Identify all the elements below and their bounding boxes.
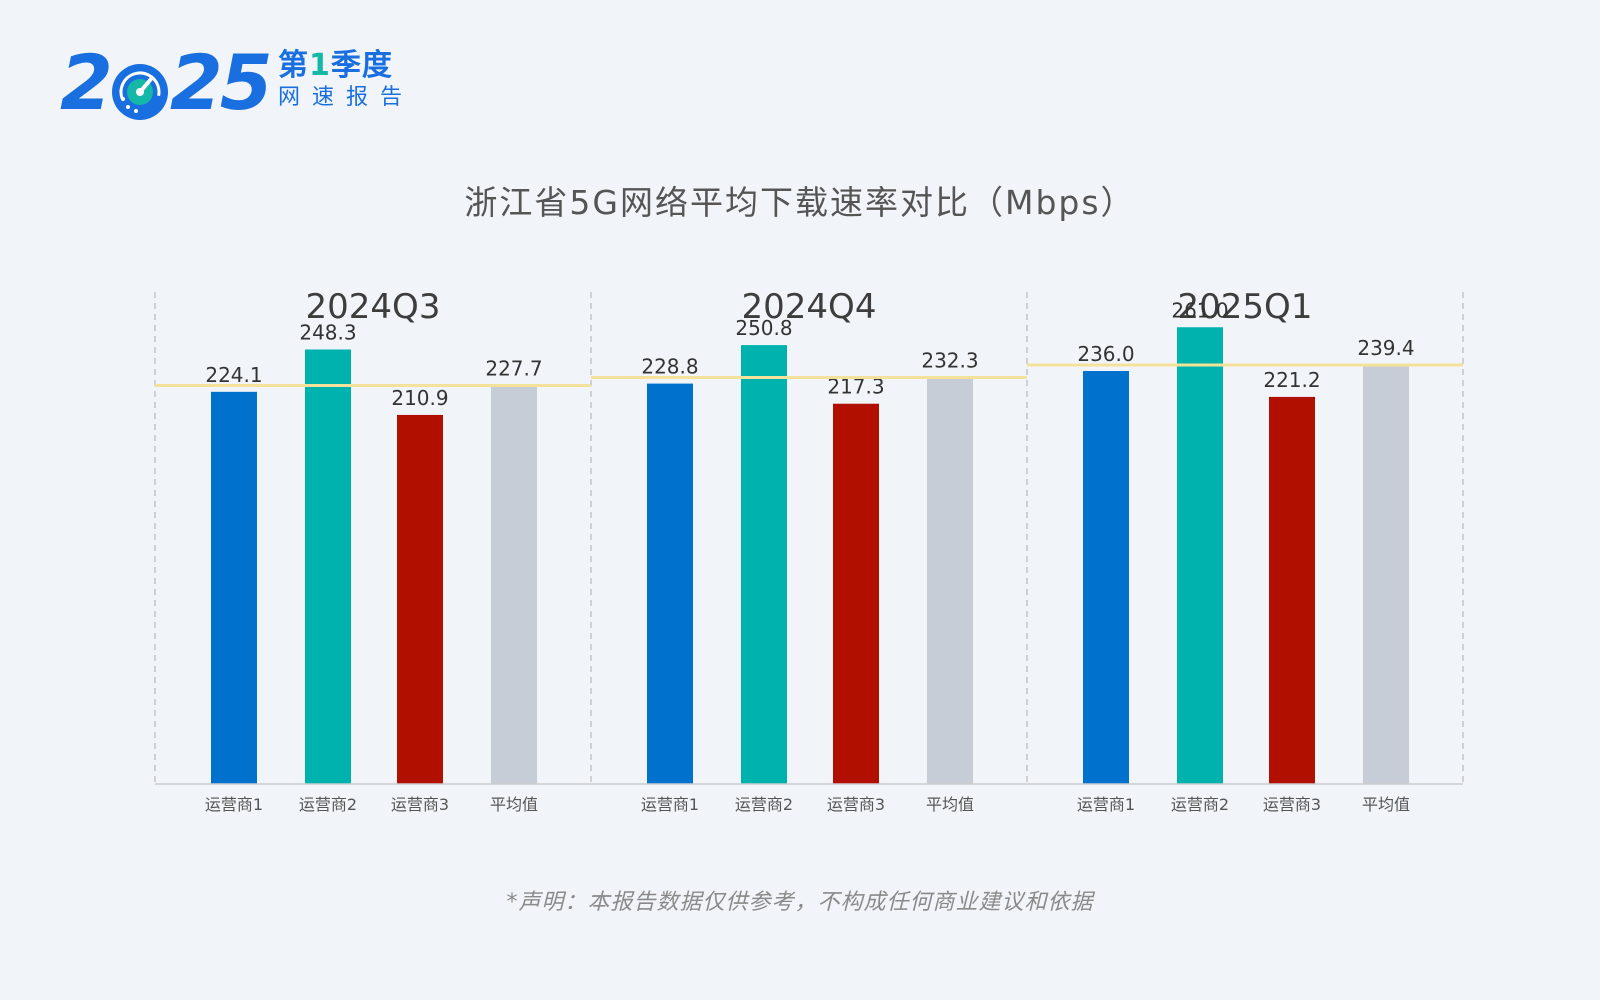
category-label: 运营商3 xyxy=(827,795,885,814)
category-label: 平均值 xyxy=(926,795,974,814)
data-label: 248.3 xyxy=(299,320,356,344)
category-label: 运营商1 xyxy=(205,795,263,814)
disclaimer: *声明：本报告数据仅供参考，不构成任何商业建议和依据 xyxy=(506,890,1094,915)
data-label: 261.0 xyxy=(1171,298,1228,322)
data-label: 210.9 xyxy=(391,386,448,410)
data-label: 221.2 xyxy=(1263,368,1320,392)
logo-year-suffix: 25 xyxy=(169,38,273,127)
bar xyxy=(927,377,973,784)
logo-year: 2 25 xyxy=(60,38,273,127)
data-label: 250.8 xyxy=(735,316,792,340)
bar xyxy=(1269,396,1315,784)
data-label: 224.1 xyxy=(205,363,262,387)
logo-text: 第1季度 网速报告 xyxy=(278,48,414,112)
category-label: 运营商1 xyxy=(1077,795,1135,814)
logo-quarter-pre: 第 xyxy=(278,48,309,83)
data-label: 227.7 xyxy=(485,357,542,381)
category-label: 平均值 xyxy=(490,795,538,814)
bar xyxy=(305,349,351,784)
bar xyxy=(833,403,879,784)
data-label: 228.8 xyxy=(641,355,698,379)
category-label: 运营商3 xyxy=(391,795,449,814)
bar xyxy=(491,385,537,784)
category-label: 运营商1 xyxy=(641,795,699,814)
speedometer-icon xyxy=(111,56,169,120)
logo-quarter-number: 1 xyxy=(309,48,331,83)
group-title: 2024Q3 xyxy=(306,287,441,327)
data-label: 236.0 xyxy=(1077,342,1134,366)
bar xyxy=(397,414,443,784)
bar xyxy=(211,391,257,784)
bar xyxy=(1177,327,1223,784)
category-label: 平均值 xyxy=(1362,795,1410,814)
data-label: 232.3 xyxy=(921,348,978,372)
category-label: 运营商2 xyxy=(299,795,357,814)
data-label: 239.4 xyxy=(1357,336,1414,360)
bar xyxy=(647,383,693,784)
category-label: 运营商2 xyxy=(735,795,793,814)
group-title: 2024Q4 xyxy=(742,287,877,327)
bar xyxy=(741,345,787,784)
report-logo: 2 25 第1季度 网速报告 xyxy=(60,44,420,124)
bar xyxy=(1363,365,1409,784)
bar xyxy=(1083,371,1129,784)
group-title: 2025Q1 xyxy=(1178,287,1313,327)
category-label: 运营商3 xyxy=(1263,795,1321,814)
logo-year-prefix: 2 xyxy=(60,38,113,127)
logo-quarter: 第1季度 xyxy=(278,48,414,84)
category-label: 运营商2 xyxy=(1171,795,1229,814)
logo-quarter-post: 季度 xyxy=(330,48,393,83)
chart-title: 浙江省5G网络平均下载速率对比（Mbps） xyxy=(464,183,1136,222)
logo-subtitle: 网速报告 xyxy=(278,85,415,110)
